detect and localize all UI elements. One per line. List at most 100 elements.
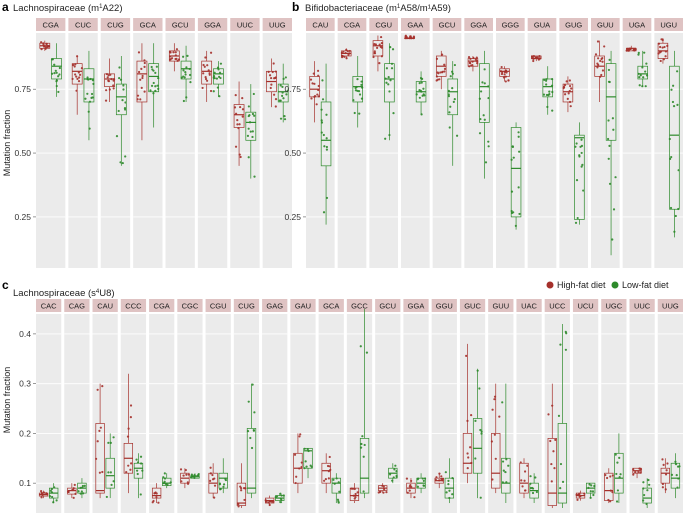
box-iqr	[133, 462, 144, 479]
facet-strip-label: UUG	[662, 302, 679, 311]
data-point	[504, 470, 507, 474]
facet-strip	[346, 299, 373, 312]
data-point	[78, 73, 82, 76]
data-point	[505, 71, 508, 74]
data-point	[552, 450, 555, 453]
data-point	[534, 476, 537, 479]
data-point	[665, 469, 668, 472]
facet-strip	[601, 299, 627, 312]
facet-strip	[516, 299, 542, 312]
data-point	[405, 477, 409, 480]
facet-strip-label: CAG	[69, 302, 85, 311]
data-point	[437, 72, 440, 75]
data-point	[502, 469, 505, 472]
data-point	[156, 84, 159, 87]
facet-strip	[559, 18, 588, 31]
data-point	[325, 113, 328, 116]
facet-ugc: UGC	[601, 299, 627, 513]
low-fat-box	[388, 463, 398, 484]
data-point	[83, 484, 86, 487]
y-tick-label: 0.4	[19, 329, 31, 339]
box-iqr	[637, 65, 648, 80]
data-point	[633, 49, 636, 52]
high-fat-box	[604, 468, 614, 504]
data-point	[377, 491, 380, 494]
data-point	[239, 155, 242, 159]
data-point	[273, 93, 276, 96]
data-point	[436, 78, 439, 81]
data-point	[354, 496, 357, 499]
data-point	[241, 115, 244, 118]
box-iqr	[233, 104, 245, 128]
data-point	[107, 80, 111, 83]
facet-strip	[591, 18, 620, 31]
data-point	[542, 93, 546, 96]
high-fat-box	[372, 35, 384, 72]
data-point	[478, 387, 481, 390]
facet-strip-label: GCU	[172, 21, 189, 30]
facet-cgu: CGU	[369, 18, 398, 268]
facet-strip-label: UCC	[549, 302, 566, 311]
facet-gga: GGA	[403, 299, 429, 513]
low-fat-box	[83, 50, 95, 141]
data-point	[96, 440, 99, 443]
data-point	[274, 76, 277, 80]
data-point	[316, 93, 319, 96]
data-point	[644, 70, 647, 73]
data-point	[141, 76, 144, 80]
data-point	[270, 83, 273, 86]
data-point	[107, 441, 110, 444]
high-fat-box	[575, 490, 586, 501]
data-point	[475, 56, 478, 59]
data-point	[666, 462, 669, 465]
data-point	[422, 479, 425, 482]
data-point	[137, 70, 141, 74]
facet-cga: CGA	[337, 18, 367, 268]
data-point	[117, 109, 120, 113]
legend-low-fat-label: Low-fat diet	[622, 280, 669, 290]
data-point	[251, 112, 255, 116]
facet-ucu: UCU	[572, 299, 599, 513]
data-point	[551, 109, 554, 112]
data-point	[487, 140, 490, 143]
data-point	[130, 462, 133, 465]
data-point	[517, 135, 520, 138]
facet-panel	[36, 314, 62, 513]
box-iqr	[213, 68, 224, 85]
low-fat-box	[274, 492, 285, 504]
facet-strip	[337, 18, 367, 31]
facet-cac: CAC	[36, 299, 62, 513]
data-point	[378, 62, 381, 65]
facet-cau: CAU	[306, 18, 335, 268]
data-point	[325, 148, 329, 151]
facet-strip-label: UUG	[269, 21, 286, 30]
facet-gaa: GAA	[401, 18, 430, 268]
data-point	[439, 71, 442, 74]
data-point	[379, 490, 382, 493]
box-iqr	[359, 438, 370, 494]
data-point	[664, 55, 667, 58]
data-point	[373, 50, 376, 53]
facet-strip-label: UUC	[634, 302, 651, 311]
box-iqr	[519, 462, 529, 494]
data-point	[202, 72, 205, 75]
data-point	[247, 105, 250, 108]
data-point	[387, 76, 390, 79]
low-fat-box	[501, 383, 511, 504]
data-point	[279, 84, 282, 87]
data-point	[300, 461, 303, 464]
y-tick-label: 0.25	[284, 212, 301, 222]
data-point	[553, 467, 556, 470]
data-point	[523, 479, 526, 482]
data-point	[321, 79, 324, 82]
data-point	[238, 123, 241, 126]
data-point	[453, 97, 456, 101]
facet-panel	[290, 314, 316, 513]
data-point	[218, 95, 221, 98]
data-point	[517, 186, 520, 189]
facet-strip-label: CGU	[210, 302, 227, 311]
facet-strip-label: CAC	[41, 302, 57, 311]
data-point	[592, 493, 595, 497]
data-point	[474, 419, 477, 422]
low-fat-box	[384, 43, 395, 141]
